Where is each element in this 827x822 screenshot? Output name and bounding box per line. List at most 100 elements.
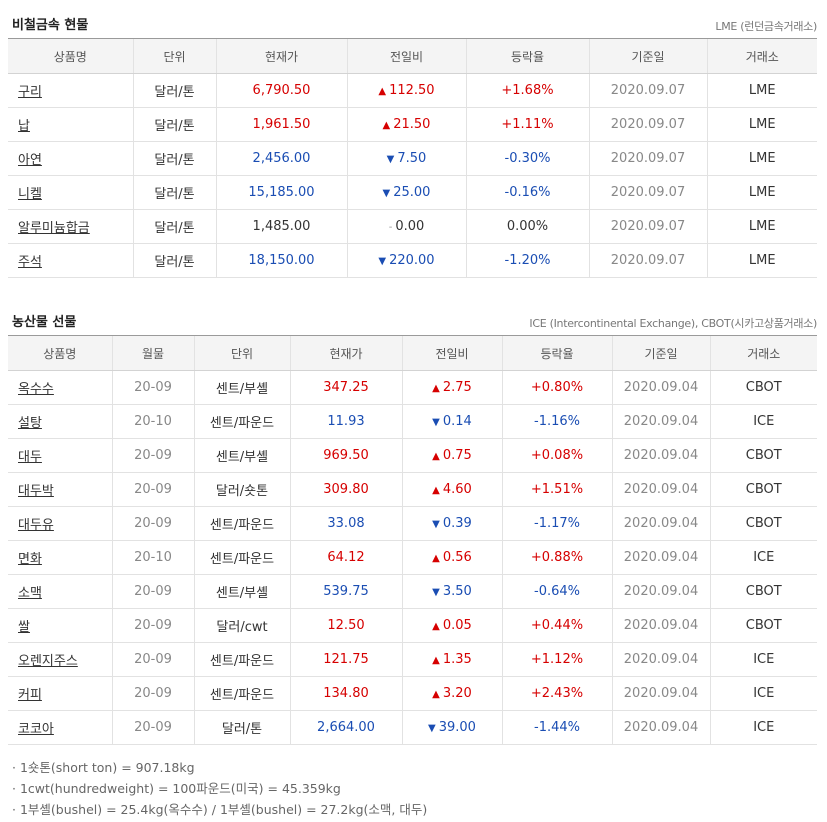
arrow-down-icon: ▼ — [432, 519, 440, 530]
metals-header-row: 상품명 단위 현재가 전일비 등락율 기준일 거래소 — [8, 38, 817, 74]
date-cell: 2020.09.04 — [611, 710, 710, 745]
table-row: 쌀 20-09 달러/cwt 12.50 ▲ 0.05 +0.44% 2020.09.04 CB… — [8, 608, 817, 643]
table-row: 니켈 달러/톤 15,185.00 ▼ 25.00 -0.16% 2020.09.07 LME — [8, 175, 817, 210]
product-link[interactable]: 대두박 — [18, 484, 54, 499]
contract-month-cell: 20-09 — [111, 472, 194, 507]
agri-source: ICE (Intercontinental Exchange), CBOT(시카… — [529, 317, 817, 330]
table-row: 아연 달러/톤 2,456.00 ▼ 7.50 -0.30% 2020.09.07 LME — [8, 141, 817, 176]
product-link[interactable]: 납 — [18, 119, 30, 134]
product-name-cell: 대두유 — [8, 506, 112, 541]
arrow-down-icon: ▼ — [432, 587, 440, 598]
product-link[interactable]: 소맥 — [18, 586, 42, 601]
product-link[interactable]: 니켈 — [18, 187, 42, 202]
price-cell: 539.75 — [289, 574, 402, 609]
col-header: 등락율 — [501, 335, 612, 371]
date-cell: 2020.09.04 — [611, 642, 710, 677]
dash-icon: - — [388, 222, 393, 233]
footnote: · 1숏톤(short ton) = 907.18kg — [12, 760, 195, 775]
product-link[interactable]: 대두유 — [18, 518, 54, 533]
arrow-up-icon: ▲ — [378, 86, 387, 97]
change-cell: ▲ 3.20 — [401, 676, 502, 711]
product-link[interactable]: 알루미늄합금 — [18, 221, 90, 236]
date-cell: 2020.09.04 — [611, 404, 710, 439]
product-link[interactable]: 쌀 — [18, 620, 30, 635]
arrow-down-icon: ▼ — [378, 256, 387, 267]
product-link[interactable]: 구리 — [18, 85, 42, 100]
contract-month-cell: 20-10 — [111, 540, 194, 575]
change-value: 0.00 — [395, 219, 425, 234]
col-header: 상품명 — [8, 38, 133, 74]
col-header: 현재가 — [289, 335, 402, 371]
rate-cell: -0.30% — [465, 141, 589, 176]
exchange-cell: CBOT — [709, 472, 817, 507]
change-value: 3.20 — [442, 686, 472, 701]
date-cell: 2020.09.07 — [588, 107, 707, 142]
exchange-cell: CBOT — [709, 574, 817, 609]
unit-cell: 센트/파운드 — [193, 676, 290, 711]
price-cell: 11.93 — [289, 404, 402, 439]
agri-header-row: 상품명 월물 단위 현재가 전일비 등락율 기준일 거래소 — [8, 335, 817, 371]
product-link[interactable]: 커피 — [18, 688, 42, 703]
date-cell: 2020.09.04 — [611, 676, 710, 711]
rate-cell: +1.12% — [501, 642, 612, 677]
date-cell: 2020.09.07 — [588, 209, 707, 244]
product-link[interactable]: 대두 — [18, 450, 42, 465]
rate-cell: -1.16% — [501, 404, 612, 439]
change-cell: ▲ 0.56 — [401, 540, 502, 575]
change-cell: ▲ 4.60 — [401, 472, 502, 507]
change-value: 112.50 — [389, 83, 435, 98]
footnote: · 1cwt(hundredweight) = 100파운드(미국) = 45.… — [12, 781, 341, 796]
contract-month-cell: 20-09 — [111, 676, 194, 711]
metals-header: 비철금속 현물 LME (런던금속거래소) — [8, 8, 817, 38]
col-header: 전일비 — [346, 38, 466, 74]
exchange-cell: CBOT — [709, 608, 817, 643]
change-cell: ▼ 0.14 — [401, 404, 502, 439]
change-value: 39.00 — [438, 720, 476, 735]
change-cell: -0.00 — [346, 209, 466, 244]
unit-cell: 센트/파운드 — [193, 642, 290, 677]
exchange-cell: LME — [706, 141, 817, 176]
rate-cell: 0.00% — [465, 209, 589, 244]
change-value: 2.75 — [442, 380, 472, 395]
rate-cell: +1.11% — [465, 107, 589, 142]
date-cell: 2020.09.04 — [611, 472, 710, 507]
unit-cell: 센트/파운드 — [193, 404, 290, 439]
contract-month-cell: 20-10 — [111, 404, 194, 439]
arrow-up-icon: ▲ — [432, 553, 440, 564]
price-cell: 309.80 — [289, 472, 402, 507]
exchange-cell: LME — [706, 73, 817, 108]
col-header: 기준일 — [588, 38, 707, 74]
table-row: 면화 20-10 센트/파운드 64.12 ▲ 0.56 +0.88% 2020.09.04 I… — [8, 540, 817, 575]
product-link[interactable]: 코코아 — [18, 722, 54, 737]
table-row: 설탕 20-10 센트/파운드 11.93 ▼ 0.14 -1.16% 2020.09.04 I… — [8, 404, 817, 439]
product-name-cell: 코코아 — [8, 710, 112, 745]
arrow-down-icon: ▼ — [382, 188, 391, 199]
table-row: 알루미늄합금 달러/톤 1,485.00-0.00 0.00% 2020.09.07 LM… — [8, 209, 817, 244]
rate-cell: +0.88% — [501, 540, 612, 575]
price-cell: 64.12 — [289, 540, 402, 575]
date-cell: 2020.09.04 — [611, 506, 710, 541]
product-link[interactable]: 아연 — [18, 153, 42, 168]
change-cell: ▼ 7.50 — [346, 141, 466, 176]
product-name-cell: 대두박 — [8, 472, 112, 507]
table-row: 오렌지주스 20-09 센트/파운드 121.75 ▲ 1.35 +1.12% 2020.09… — [8, 642, 817, 677]
contract-month-cell: 20-09 — [111, 608, 194, 643]
change-value: 3.50 — [442, 584, 472, 599]
price-cell: 33.08 — [289, 506, 402, 541]
product-link[interactable]: 옥수수 — [18, 382, 54, 397]
agri-title: 농산물 선물 — [12, 315, 77, 330]
product-link[interactable]: 면화 — [18, 552, 42, 567]
product-link[interactable]: 오렌지주스 — [18, 654, 78, 669]
product-link[interactable]: 주석 — [18, 255, 42, 270]
exchange-cell: CBOT — [709, 506, 817, 541]
rate-cell: +2.43% — [501, 676, 612, 711]
metals-table: 상품명 단위 현재가 전일비 등락율 기준일 거래소 구리 달러/톤 6,790.5… — [8, 38, 817, 278]
col-header: 월물 — [111, 335, 194, 371]
price-cell: 121.75 — [289, 642, 402, 677]
product-link[interactable]: 설탕 — [18, 416, 42, 431]
arrow-down-icon: ▼ — [428, 723, 436, 734]
unit-cell: 달러/숏톤 — [193, 472, 290, 507]
agri-table: 상품명 월물 단위 현재가 전일비 등락율 기준일 거래소 옥수수 20-09 센트… — [8, 335, 817, 745]
unit-cell: 달러/톤 — [132, 243, 216, 278]
unit-cell: 센트/부셸 — [193, 574, 290, 609]
